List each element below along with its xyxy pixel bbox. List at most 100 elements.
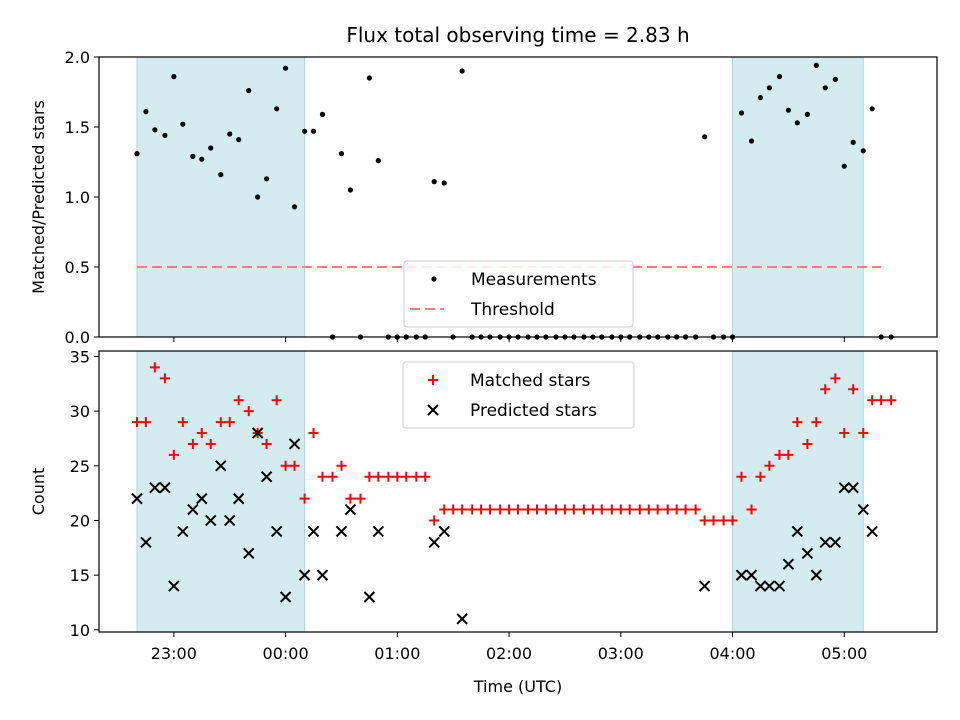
measurement-point bbox=[766, 85, 773, 91]
matched-stars-point bbox=[671, 504, 682, 515]
y-tick-label: 20 bbox=[70, 511, 90, 530]
legend-box bbox=[402, 361, 635, 429]
predicted-stars-point bbox=[260, 471, 273, 483]
matched-stars-point bbox=[578, 504, 589, 515]
matched-stars-point bbox=[261, 438, 272, 449]
measurement-point bbox=[757, 95, 764, 101]
matched-stars-point bbox=[233, 395, 244, 406]
matched-stars-point bbox=[886, 395, 897, 406]
matched-stars-point bbox=[531, 504, 542, 515]
predicted-stars-point bbox=[270, 525, 283, 538]
matched-stars-point bbox=[699, 515, 710, 526]
matched-stars-point bbox=[420, 471, 431, 482]
matched-stars-point bbox=[718, 515, 729, 526]
measurement-point bbox=[291, 204, 298, 210]
matched-stars-point bbox=[848, 384, 859, 395]
predicted-stars-point bbox=[187, 503, 199, 516]
matched-stars-point bbox=[205, 438, 216, 449]
matched-stars-point bbox=[662, 504, 673, 515]
measurement-point bbox=[841, 163, 847, 169]
measurement-point bbox=[822, 85, 828, 91]
matched-stars-point bbox=[149, 362, 160, 373]
matched-stars-point bbox=[736, 471, 747, 482]
matched-stars-point bbox=[764, 460, 775, 471]
y-tick-label: 10 bbox=[70, 621, 90, 640]
matched-stars-point bbox=[820, 384, 831, 395]
predicted-stars-point bbox=[754, 580, 767, 592]
matched-stars-point bbox=[755, 471, 766, 482]
matched-stars-point bbox=[336, 460, 347, 471]
measurement-point bbox=[347, 187, 353, 193]
predicted-stars-point bbox=[344, 503, 357, 516]
measurement-point bbox=[301, 128, 308, 134]
matched-stars-point bbox=[159, 373, 170, 384]
predicted-stars-point bbox=[177, 525, 189, 538]
matched-stars-point bbox=[140, 417, 151, 428]
x-tick-label: 02:00 bbox=[486, 644, 532, 663]
measurement-point bbox=[804, 111, 810, 117]
predicted-stars-point bbox=[438, 525, 450, 538]
y-tick-label: 35 bbox=[70, 347, 90, 366]
predicted-stars-point bbox=[335, 525, 348, 538]
x-tick-label: 23:00 bbox=[151, 644, 197, 663]
predicted-stars-point bbox=[316, 569, 329, 581]
measurement-point bbox=[227, 131, 233, 137]
measurement-point bbox=[776, 74, 783, 80]
matched-stars-point bbox=[271, 395, 282, 406]
measurement-point bbox=[748, 138, 755, 144]
x-tick-label: 00:00 bbox=[263, 644, 309, 663]
matched-stars-point bbox=[568, 504, 579, 515]
predicted-stars-point bbox=[847, 481, 859, 494]
matched-stars-point bbox=[587, 504, 598, 515]
x-tick-label: 03:00 bbox=[598, 644, 644, 663]
measurement-point bbox=[218, 172, 224, 178]
measurement-point bbox=[701, 134, 708, 140]
matched-stars-point bbox=[680, 504, 691, 515]
matched-stars-point bbox=[215, 417, 226, 428]
matched-stars-point bbox=[485, 504, 496, 515]
measurement-point bbox=[152, 127, 158, 133]
predicted-stars-point bbox=[372, 525, 385, 538]
measurement-point bbox=[738, 110, 745, 116]
y-tick-label: 25 bbox=[70, 457, 90, 476]
y-axis-label: Count bbox=[29, 468, 48, 516]
legend-marker-predicted-stars bbox=[427, 404, 439, 416]
shaded-interval-1 bbox=[732, 56, 864, 338]
legend-label: Measurements bbox=[471, 270, 597, 290]
matched-stars-point bbox=[317, 471, 328, 482]
measurement-point bbox=[236, 137, 242, 143]
predicted-stars-point bbox=[456, 613, 468, 625]
measurement-point bbox=[180, 121, 186, 127]
matched-stars-point bbox=[299, 493, 310, 504]
predicted-stars-point bbox=[735, 569, 748, 581]
matched-stars-point bbox=[523, 504, 534, 515]
matched-stars-point bbox=[634, 504, 645, 515]
measurement-point bbox=[246, 88, 252, 94]
measurement-point bbox=[199, 156, 205, 162]
predicted-stars-point bbox=[251, 427, 264, 439]
matched-stars-point bbox=[243, 406, 254, 417]
x-tick-label: 04:00 bbox=[709, 644, 755, 663]
legend-label: Predicted stars bbox=[470, 401, 597, 421]
matched-stars-point bbox=[513, 504, 523, 515]
predicted-stars-point bbox=[149, 481, 161, 494]
measurement-point bbox=[162, 132, 168, 138]
predicted-stars-point bbox=[745, 569, 758, 581]
matched-stars-point bbox=[476, 504, 487, 515]
matched-stars-point bbox=[327, 471, 338, 482]
measurement-point bbox=[869, 106, 875, 112]
y-tick-label: 1.5 bbox=[65, 118, 90, 137]
matched-stars-point bbox=[867, 395, 878, 406]
matched-stars-point bbox=[774, 449, 785, 460]
measurement-point bbox=[310, 128, 317, 134]
predicted-stars-point bbox=[829, 536, 842, 549]
measurement-point bbox=[255, 194, 261, 200]
matched-stars-point bbox=[624, 504, 635, 515]
x-tick-label: 05:00 bbox=[821, 644, 867, 663]
axes-frame bbox=[98, 350, 938, 633]
matched-stars-point bbox=[168, 449, 179, 460]
measurement-point bbox=[459, 68, 465, 74]
matched-stars-point bbox=[708, 515, 719, 526]
x-axis-label: Time (UTC) bbox=[473, 677, 562, 696]
